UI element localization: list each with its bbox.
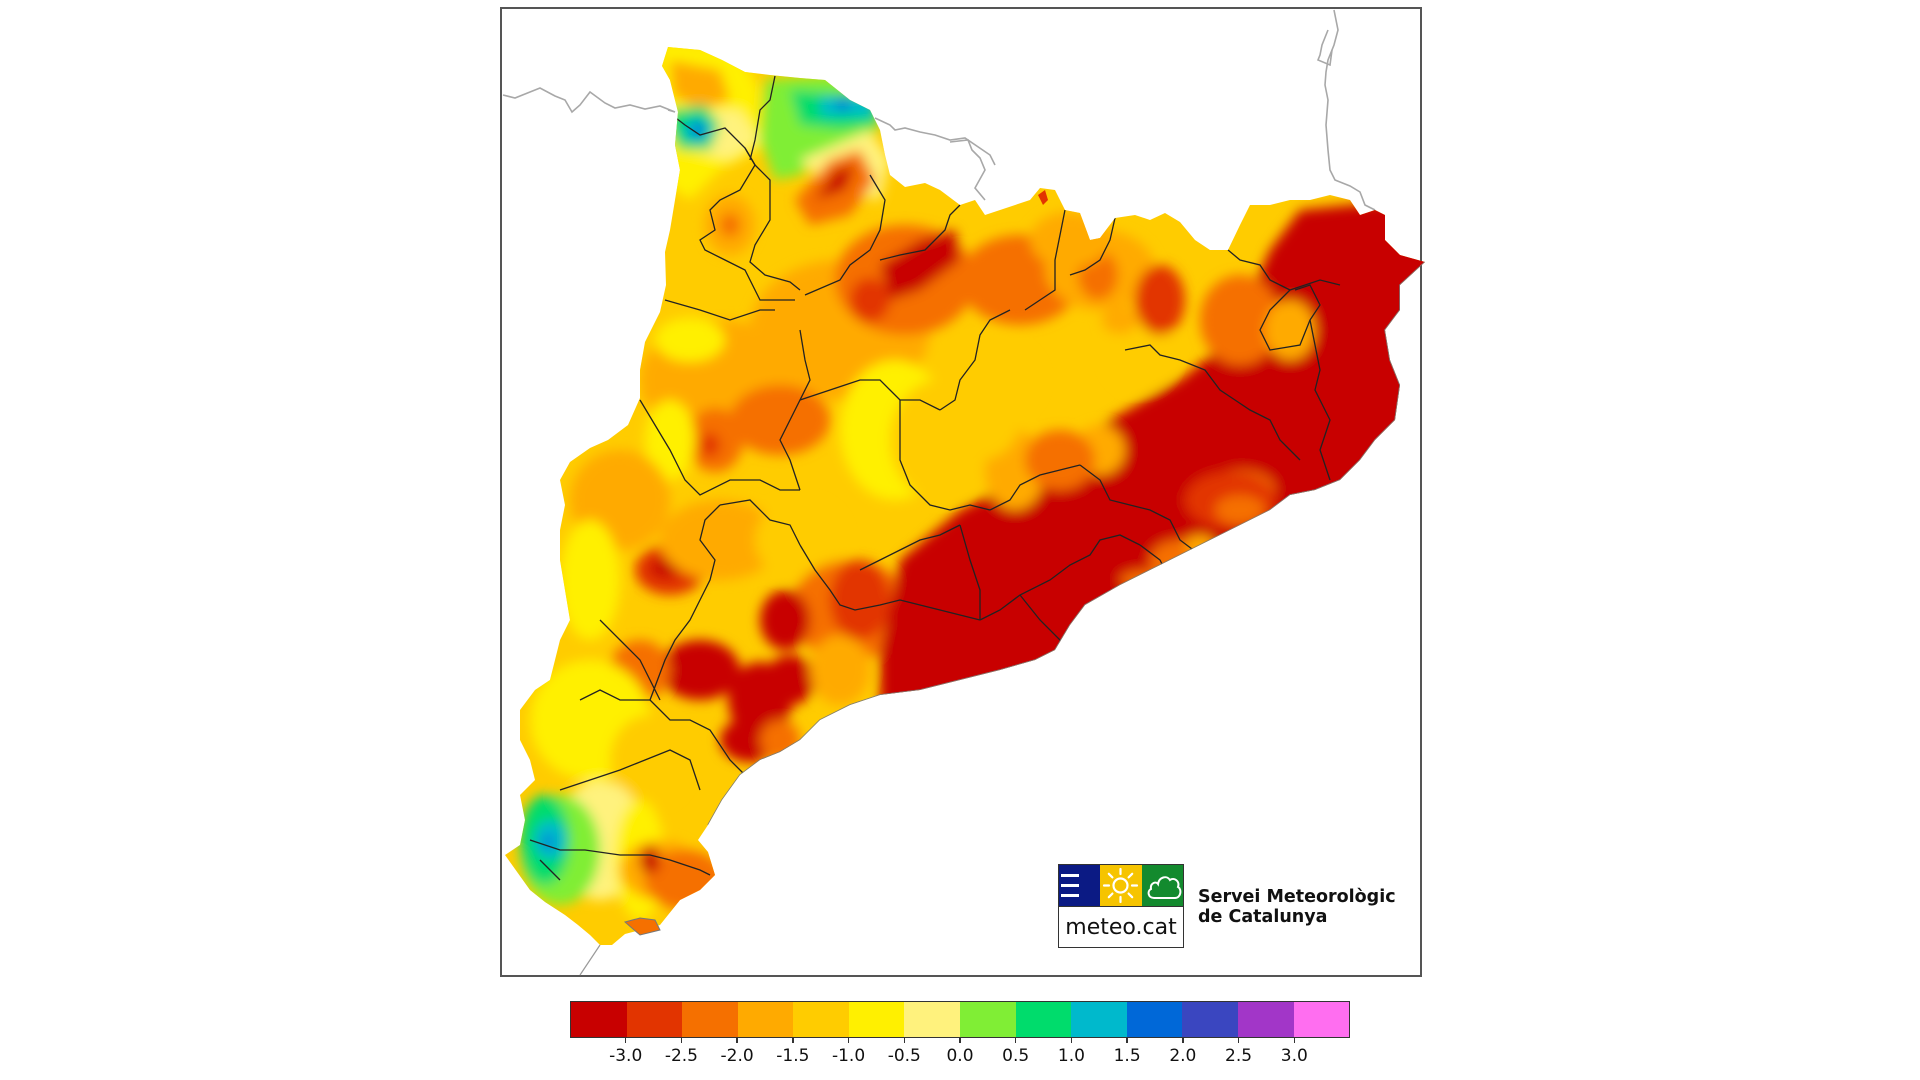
coastline-south	[579, 944, 601, 976]
colorbar-tick-label: 2.0	[1169, 1046, 1197, 1066]
colorbar-tick-label: -2.5	[664, 1046, 698, 1066]
colorbar-tick-label: -1.5	[776, 1046, 810, 1066]
waves-icon	[1059, 865, 1101, 906]
colorbar-segment	[1182, 1002, 1238, 1037]
colorbar-tick-label: 3.0	[1280, 1046, 1308, 1066]
colorbar-tick-label: 1.5	[1113, 1046, 1141, 1066]
colorbar-tick-label: -3.0	[609, 1046, 643, 1066]
comarca-boundaries	[529, 75, 1341, 881]
colorbar-segment	[848, 1002, 905, 1037]
colorbar	[570, 1001, 1350, 1038]
meteocat-wordmark: meteo.cat	[1059, 906, 1183, 948]
colorbar-tick-label: 0.5	[1002, 1046, 1030, 1066]
colorbar-segment	[793, 1002, 849, 1037]
colorbar-segment	[571, 1002, 627, 1037]
colorbar-ticks: -3.0 -2.5 -2.0 -1.5 -1.0 -0.5 0.0 0.5 1.0 1.5 2.0 2…	[570, 1038, 1350, 1078]
foreign-border-lines	[502, 9, 1376, 211]
colorbar-tick-label: -0.5	[887, 1046, 921, 1066]
colorbar-segment	[1071, 1002, 1127, 1037]
colorbar-segment	[1015, 1002, 1072, 1037]
colorbar-tick-label: 1.0	[1057, 1046, 1085, 1066]
org-name-line1: Servei Meteorològic	[1198, 887, 1396, 907]
cloud-icon	[1141, 865, 1183, 906]
colorbar-segment	[904, 1002, 961, 1037]
colorbar-segment	[960, 1002, 1016, 1037]
colorbar-segment	[1126, 1002, 1183, 1037]
delta-islet	[623, 917, 661, 936]
colorbar-segment	[1237, 1002, 1294, 1037]
meteocat-logo: meteo.cat	[1058, 864, 1184, 948]
sun-icon	[1100, 865, 1142, 906]
colorbar-segment	[737, 1002, 794, 1037]
anomaly-heatmap	[505, 47, 1425, 945]
colorbar-segment	[1293, 1002, 1350, 1037]
colorbar-segment	[682, 1002, 738, 1037]
org-name-line2: de Catalunya	[1198, 907, 1328, 927]
colorbar-tick-label: -2.0	[720, 1046, 754, 1066]
colorbar-tick-label: -1.0	[831, 1046, 866, 1066]
colorbar-tick-label: 2.5	[1225, 1046, 1253, 1066]
border-enclave	[1038, 190, 1048, 205]
colorbar-tick-label: 0.0	[946, 1046, 974, 1066]
organization-name: Servei Meteorològic de Catalunya	[1198, 887, 1396, 927]
colorbar-segment	[626, 1002, 683, 1037]
